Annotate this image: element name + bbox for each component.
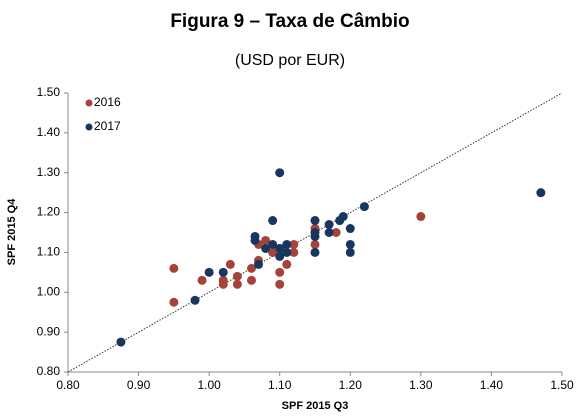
y-tick-label: 1.50 bbox=[37, 85, 61, 99]
point bbox=[225, 259, 235, 269]
point bbox=[536, 188, 546, 198]
point bbox=[289, 247, 299, 257]
y-tick-label: 1.20 bbox=[37, 205, 61, 219]
x-tick-label: 1.40 bbox=[480, 378, 504, 392]
point bbox=[218, 267, 228, 277]
point bbox=[197, 275, 207, 285]
point bbox=[232, 271, 242, 281]
point bbox=[331, 228, 341, 237]
point bbox=[359, 202, 369, 212]
point bbox=[275, 243, 285, 253]
x-tick-label: 1.50 bbox=[550, 378, 574, 392]
x-tick-label: 0.80 bbox=[56, 378, 80, 392]
point bbox=[204, 267, 214, 277]
chart-title: Figura 9 – Taxa de Câmbio bbox=[170, 11, 409, 32]
point bbox=[275, 251, 285, 261]
legend-label: 2017 bbox=[94, 119, 121, 133]
point bbox=[261, 235, 271, 245]
point bbox=[416, 212, 426, 222]
point bbox=[169, 263, 179, 273]
point bbox=[232, 279, 242, 289]
point bbox=[246, 263, 256, 273]
point bbox=[275, 267, 285, 277]
point bbox=[261, 243, 271, 253]
x-tick-label: 1.00 bbox=[197, 378, 221, 392]
y-tick-label: 0.90 bbox=[37, 324, 61, 338]
x-axis-label: SPF 2015 Q3 bbox=[282, 400, 349, 412]
point bbox=[250, 235, 260, 245]
point bbox=[275, 168, 285, 178]
y-tick-label: 1.30 bbox=[37, 165, 61, 179]
point bbox=[345, 247, 355, 257]
point bbox=[324, 220, 334, 230]
point bbox=[324, 228, 334, 237]
x-tick-label: 1.20 bbox=[339, 378, 363, 392]
point bbox=[268, 239, 278, 249]
point bbox=[310, 239, 320, 249]
point bbox=[116, 337, 126, 347]
point bbox=[282, 247, 292, 257]
point bbox=[310, 228, 320, 237]
point bbox=[282, 259, 292, 269]
y-axis-label: SPF 2015 Q4 bbox=[6, 198, 18, 266]
point bbox=[310, 247, 320, 257]
point bbox=[268, 216, 278, 226]
point bbox=[289, 239, 299, 249]
x-tick-label: 1.30 bbox=[409, 378, 433, 392]
point bbox=[275, 279, 285, 289]
point bbox=[254, 259, 264, 269]
point bbox=[282, 239, 292, 249]
legend-marker bbox=[85, 123, 93, 131]
point bbox=[218, 275, 228, 285]
y-tick-label: 0.80 bbox=[37, 364, 61, 378]
x-tick-label: 0.90 bbox=[127, 378, 151, 392]
legend-label: 2016 bbox=[94, 95, 121, 109]
y-tick-label: 1.10 bbox=[37, 245, 61, 259]
chart-subtitle: (USD por EUR) bbox=[235, 52, 345, 69]
y-tick-label: 1.40 bbox=[37, 125, 61, 139]
y-tick-label: 1.00 bbox=[37, 284, 61, 298]
point bbox=[310, 216, 320, 226]
x-tick-label: 1.10 bbox=[268, 378, 292, 392]
legend-marker bbox=[85, 99, 93, 107]
point bbox=[246, 275, 256, 285]
point bbox=[345, 239, 355, 249]
point bbox=[169, 297, 179, 307]
point bbox=[268, 247, 278, 257]
point bbox=[345, 224, 355, 234]
point bbox=[190, 295, 200, 305]
point bbox=[338, 212, 348, 222]
